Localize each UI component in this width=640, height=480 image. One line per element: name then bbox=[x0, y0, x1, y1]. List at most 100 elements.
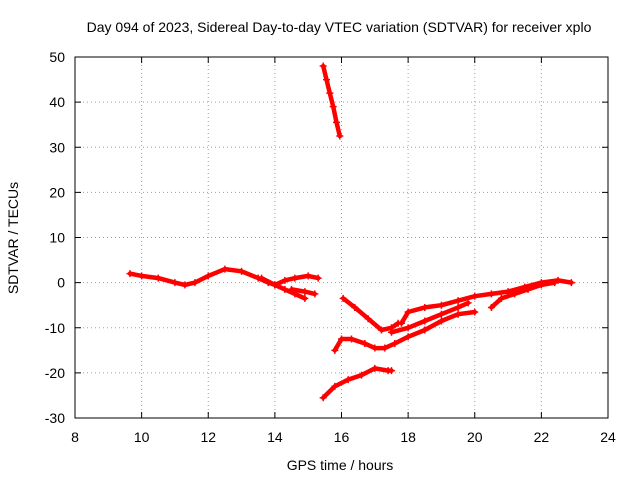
data-point bbox=[361, 340, 369, 348]
data-point bbox=[258, 274, 266, 282]
data-point bbox=[319, 394, 327, 402]
x-tick-label: 24 bbox=[600, 429, 616, 445]
data-point bbox=[304, 272, 312, 280]
x-axis-title: GPS time / hours bbox=[287, 457, 394, 473]
x-tick-label: 14 bbox=[267, 429, 283, 445]
series-line bbox=[320, 366, 394, 400]
data-point bbox=[301, 288, 309, 296]
data-point bbox=[126, 270, 134, 278]
series-line bbox=[389, 300, 471, 335]
series-arc-4 bbox=[319, 62, 344, 140]
data-point bbox=[381, 344, 389, 352]
y-tick-label: -30 bbox=[45, 410, 65, 426]
series-arc-7 bbox=[319, 364, 395, 402]
data-point bbox=[351, 303, 359, 311]
x-tick-label: 16 bbox=[334, 429, 350, 445]
data-point bbox=[454, 310, 462, 318]
series-arc-5 bbox=[339, 294, 402, 334]
data-point bbox=[138, 272, 146, 280]
data-point bbox=[344, 376, 352, 384]
series-line bbox=[320, 63, 343, 139]
data-point bbox=[497, 294, 505, 302]
data-point bbox=[154, 274, 162, 282]
data-point bbox=[181, 281, 189, 289]
x-tick-label: 22 bbox=[534, 429, 550, 445]
data-point bbox=[397, 319, 405, 327]
data-point bbox=[404, 308, 412, 316]
data-point bbox=[551, 279, 559, 287]
data-point bbox=[333, 118, 341, 126]
data-point bbox=[437, 317, 445, 325]
data-point bbox=[464, 299, 472, 307]
y-tick-label: -10 bbox=[45, 320, 65, 336]
data-point bbox=[271, 281, 279, 289]
data-point bbox=[421, 326, 429, 334]
series-arc-8 bbox=[387, 299, 472, 336]
x-tick-label: 8 bbox=[71, 429, 79, 445]
data-point bbox=[221, 265, 229, 273]
data-point bbox=[311, 290, 319, 298]
data-point bbox=[326, 89, 334, 97]
data-point bbox=[487, 290, 495, 298]
data-point bbox=[421, 303, 429, 311]
data-point bbox=[347, 335, 355, 343]
data-point bbox=[391, 340, 399, 348]
y-tick-label: 10 bbox=[49, 230, 65, 246]
data-point bbox=[329, 103, 337, 111]
y-tick-label: 20 bbox=[49, 184, 65, 200]
series-line bbox=[340, 296, 401, 333]
data-point bbox=[281, 276, 289, 284]
series-line bbox=[127, 266, 321, 288]
data-point bbox=[331, 346, 339, 354]
x-tick-label: 10 bbox=[134, 429, 150, 445]
data-point bbox=[437, 310, 445, 318]
axis-ticks: 8 10 12 14 16 18 20 22 24 -30 -20 -10 0 10 20 30 40 50 bbox=[45, 49, 616, 445]
x-tick-label: 20 bbox=[467, 429, 483, 445]
y-axis-title: SDTVAR / TECUs bbox=[5, 182, 21, 294]
y-tick-label: 0 bbox=[57, 275, 65, 291]
series-line bbox=[399, 278, 574, 326]
y-tick-label: 30 bbox=[49, 139, 65, 155]
data-point bbox=[291, 274, 299, 282]
data-point bbox=[204, 272, 212, 280]
data-point bbox=[404, 333, 412, 341]
data-point bbox=[314, 274, 322, 282]
data-point bbox=[323, 76, 331, 84]
data-point bbox=[471, 292, 479, 300]
data-point bbox=[364, 315, 372, 323]
data-point bbox=[357, 371, 365, 379]
data-point bbox=[524, 285, 532, 293]
data-point bbox=[339, 294, 347, 302]
data-point bbox=[387, 328, 395, 336]
chart-title: Day 094 of 2023, Sidereal Day-to-day VTE… bbox=[87, 19, 592, 35]
series-arc-3 bbox=[288, 285, 319, 298]
data-point bbox=[281, 285, 289, 293]
series-arc-10 bbox=[487, 279, 559, 311]
data-point bbox=[288, 285, 296, 293]
grid-layer bbox=[75, 57, 608, 418]
x-tick-label: 18 bbox=[400, 429, 416, 445]
data-point bbox=[336, 132, 344, 140]
data-point bbox=[191, 279, 199, 287]
data-point bbox=[171, 279, 179, 287]
data-point bbox=[437, 301, 445, 309]
series-layer bbox=[126, 62, 575, 402]
data-point bbox=[404, 324, 412, 332]
y-tick-label: -20 bbox=[45, 365, 65, 381]
data-point bbox=[567, 279, 575, 287]
data-point bbox=[238, 267, 246, 275]
y-tick-label: 50 bbox=[49, 49, 65, 65]
data-point bbox=[371, 344, 379, 352]
data-point bbox=[537, 281, 545, 289]
y-tick-label: 40 bbox=[49, 94, 65, 110]
data-point bbox=[377, 326, 385, 334]
data-point bbox=[301, 294, 309, 302]
data-point bbox=[511, 290, 519, 298]
series-arc-1 bbox=[126, 265, 322, 289]
data-point bbox=[454, 303, 462, 311]
data-point bbox=[387, 367, 395, 375]
data-point bbox=[454, 297, 462, 305]
data-point bbox=[487, 303, 495, 311]
series-arc-2 bbox=[258, 274, 309, 302]
